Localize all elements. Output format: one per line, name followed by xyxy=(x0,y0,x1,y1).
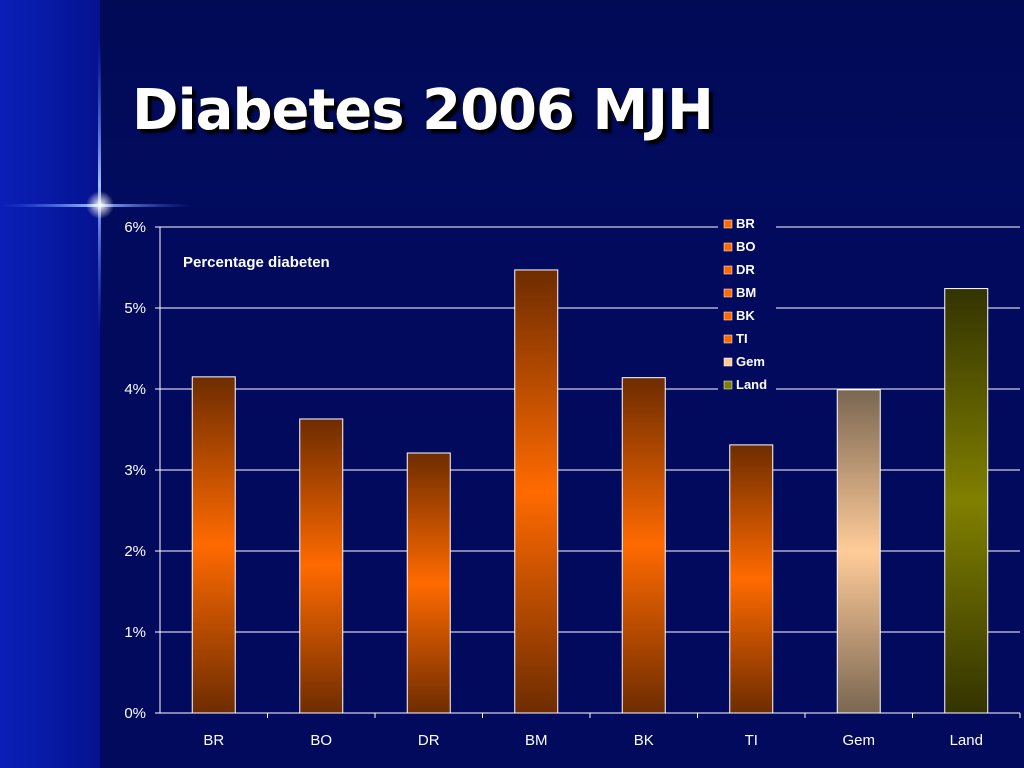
bar-bk xyxy=(621,377,666,714)
bar-dr xyxy=(406,452,451,714)
y-tick-label: 5% xyxy=(124,300,146,317)
legend-swatch xyxy=(723,357,733,367)
x-tick-label: BK xyxy=(634,732,654,749)
axes: 0% 1% 2% 3% 4% 5% 6% BR BO DR BM BK TI Gem Land xyxy=(124,219,1021,749)
legend-label: DR xyxy=(736,262,755,277)
legend-label: BR xyxy=(736,216,755,231)
x-tick-label: BM xyxy=(525,732,548,749)
chart-annotation: Percentage diabeten xyxy=(183,254,330,271)
legend-label: Gem xyxy=(736,354,765,369)
bar-ti xyxy=(729,444,774,714)
y-tick-label: 0% xyxy=(124,705,146,722)
legend-label: BM xyxy=(736,285,756,300)
bar-bm xyxy=(514,269,559,714)
legend-label: TI xyxy=(736,331,748,346)
bars xyxy=(191,269,989,714)
legend-swatch xyxy=(723,311,733,321)
x-tick-label: TI xyxy=(745,732,758,749)
bar-bo xyxy=(299,418,344,714)
bar-br xyxy=(191,376,236,714)
slide-title: Diabetes 2006 MJH xyxy=(132,78,714,143)
legend-label: BK xyxy=(736,308,755,323)
x-tick-label: BR xyxy=(203,732,224,749)
gridlines xyxy=(160,226,1020,633)
x-tick-label: Land xyxy=(950,732,983,749)
legend-swatch xyxy=(723,288,733,298)
y-tick-label: 1% xyxy=(124,624,146,641)
y-tick-label: 4% xyxy=(124,381,146,398)
legend-swatch xyxy=(723,219,733,229)
y-tick-label: 6% xyxy=(124,219,146,236)
x-tick-label: Gem xyxy=(842,732,875,749)
legend-swatch xyxy=(723,242,733,252)
x-tick-label: DR xyxy=(418,732,440,749)
y-tick-label: 3% xyxy=(124,462,146,479)
legend-label: Land xyxy=(736,377,767,392)
legend-swatch xyxy=(723,380,733,390)
legend-label: BO xyxy=(736,239,756,254)
bar-land xyxy=(944,288,989,714)
bar-gem xyxy=(836,389,881,714)
y-tick-label: 2% xyxy=(124,543,146,560)
left-accent-band xyxy=(0,0,100,768)
legend: BR BO DR BM BK TI Gem Land xyxy=(718,212,776,400)
sparkle-decoration xyxy=(0,40,190,330)
legend-swatch xyxy=(723,334,733,344)
x-tick-label: BO xyxy=(310,732,332,749)
legend-swatch xyxy=(723,265,733,275)
